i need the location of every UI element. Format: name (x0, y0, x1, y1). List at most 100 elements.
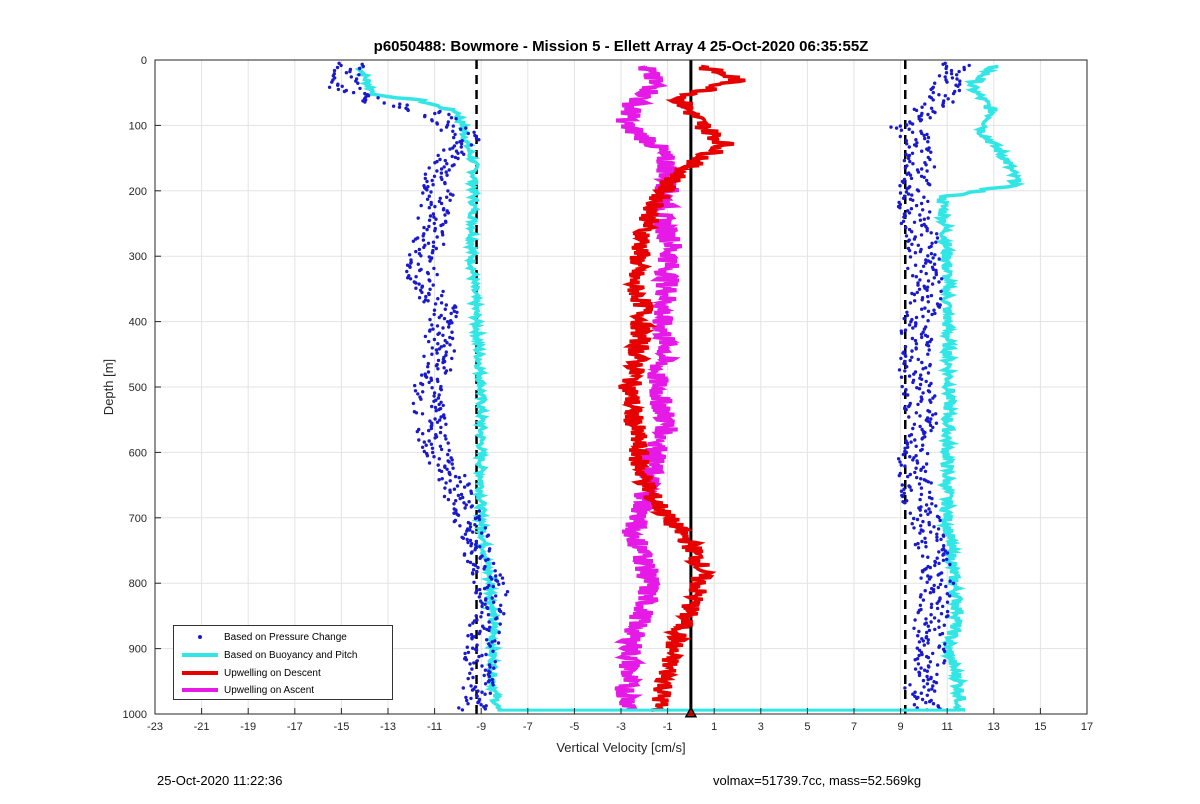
pressure-point-ascent (924, 258, 928, 262)
pressure-point-ascent (924, 636, 928, 640)
pressure-point-descent (491, 584, 495, 589)
pressure-point-descent (422, 449, 426, 454)
pressure-point-descent (448, 472, 452, 477)
pressure-point-descent (415, 429, 419, 434)
pressure-point-descent (443, 213, 447, 217)
pressure-point-descent (466, 559, 470, 564)
pressure-point-descent (414, 281, 418, 285)
pressure-point-descent (436, 463, 440, 467)
pressure-point-ascent (928, 260, 933, 264)
pressure-point-ascent (926, 309, 931, 313)
pressure-point-descent (469, 143, 474, 147)
pressure-point-descent (501, 581, 505, 585)
pressure-point-descent (431, 450, 435, 455)
pressure-point-ascent (962, 67, 966, 72)
pressure-point-ascent (920, 131, 924, 136)
pressure-point-ascent (930, 496, 934, 501)
pressure-point-descent (441, 242, 446, 246)
pressure-point-ascent (932, 616, 937, 620)
pressure-point-descent (429, 442, 434, 446)
pressure-point-ascent (946, 97, 950, 101)
pressure-point-descent (435, 351, 439, 355)
pressure-point-ascent (932, 276, 936, 280)
pressure-point-ascent (943, 75, 947, 79)
pressure-point-ascent (903, 166, 908, 170)
pressure-point-descent (446, 497, 451, 502)
pressure-point-descent (480, 610, 484, 615)
pressure-point-ascent (901, 180, 906, 185)
pressure-point-ascent (925, 580, 929, 584)
pressure-point-descent (497, 630, 501, 635)
pressure-point-descent (342, 89, 347, 94)
pressure-point-descent (437, 478, 441, 482)
pressure-point-ascent (915, 696, 919, 701)
pressure-point-ascent (948, 562, 952, 567)
pressure-point-descent (469, 544, 473, 548)
pressure-point-descent (358, 86, 362, 91)
pressure-point-descent (445, 341, 449, 345)
pressure-point-ascent (918, 119, 923, 123)
pressure-point-descent (435, 235, 439, 239)
pressure-point-descent (417, 282, 421, 286)
pressure-point-descent (344, 71, 349, 75)
pressure-point-descent (457, 475, 461, 480)
pressure-point-descent (434, 364, 439, 368)
pressure-point-descent (438, 157, 442, 162)
pressure-point-ascent (915, 141, 919, 145)
pressure-point-descent (437, 347, 442, 351)
pressure-point-ascent (925, 630, 929, 635)
pressure-point-ascent (943, 642, 947, 646)
pressure-point-descent (455, 484, 460, 488)
pressure-point-ascent (936, 585, 940, 590)
pressure-point-ascent (905, 172, 909, 176)
pressure-point-ascent (925, 229, 929, 233)
pressure-point-ascent (921, 367, 925, 371)
pressure-point-ascent (941, 553, 945, 557)
pressure-point-ascent (949, 68, 954, 73)
pressure-point-descent (498, 573, 502, 577)
pressure-point-ascent (934, 412, 938, 416)
pressure-point-ascent (921, 639, 925, 643)
pressure-point-ascent (931, 267, 935, 272)
pressure-point-ascent (937, 257, 941, 261)
pressure-point-ascent (924, 617, 928, 621)
pressure-point-ascent (919, 666, 923, 670)
pressure-point-descent (466, 702, 470, 706)
pressure-point-ascent (913, 658, 917, 662)
pressure-point-descent (426, 365, 430, 369)
pressure-point-ascent (915, 646, 919, 650)
pressure-point-descent (448, 198, 452, 202)
pressure-point-ascent (928, 157, 932, 162)
pressure-point-ascent (899, 356, 903, 361)
pressure-point-ascent (922, 133, 926, 138)
pressure-point-ascent (931, 425, 935, 430)
pressure-point-descent (397, 105, 402, 109)
pressure-point-ascent (915, 290, 919, 295)
pressure-point-descent (468, 522, 472, 526)
pressure-point-ascent (913, 324, 918, 328)
pressure-point-ascent (956, 84, 960, 89)
pressure-point-ascent (916, 662, 921, 666)
pressure-point-ascent (930, 502, 934, 506)
legend-item-buoyancy: Based on Buoyancy and Pitch (174, 647, 357, 663)
pressure-point-descent (436, 153, 440, 158)
pressure-point-ascent (913, 251, 918, 255)
pressure-point-descent (439, 301, 444, 305)
x-tick-label: -13 (380, 721, 396, 733)
y-tick-label: 400 (129, 317, 147, 329)
pressure-point-ascent (920, 167, 924, 171)
pressure-point-descent (429, 190, 433, 194)
pressure-point-ascent (931, 590, 936, 594)
pressure-point-descent (351, 90, 356, 95)
pressure-point-ascent (920, 554, 925, 558)
pressure-point-ascent (907, 227, 912, 232)
pressure-point-descent (428, 329, 432, 333)
legend-item-pressure: Based on Pressure Change (174, 629, 347, 645)
pressure-point-ascent (930, 312, 934, 317)
pressure-point-descent (488, 625, 492, 629)
pressure-point-descent (459, 142, 464, 146)
pressure-point-ascent (916, 283, 920, 287)
pressure-point-ascent (912, 422, 917, 426)
pressure-point-ascent (944, 584, 948, 589)
pressure-point-descent (423, 176, 427, 181)
